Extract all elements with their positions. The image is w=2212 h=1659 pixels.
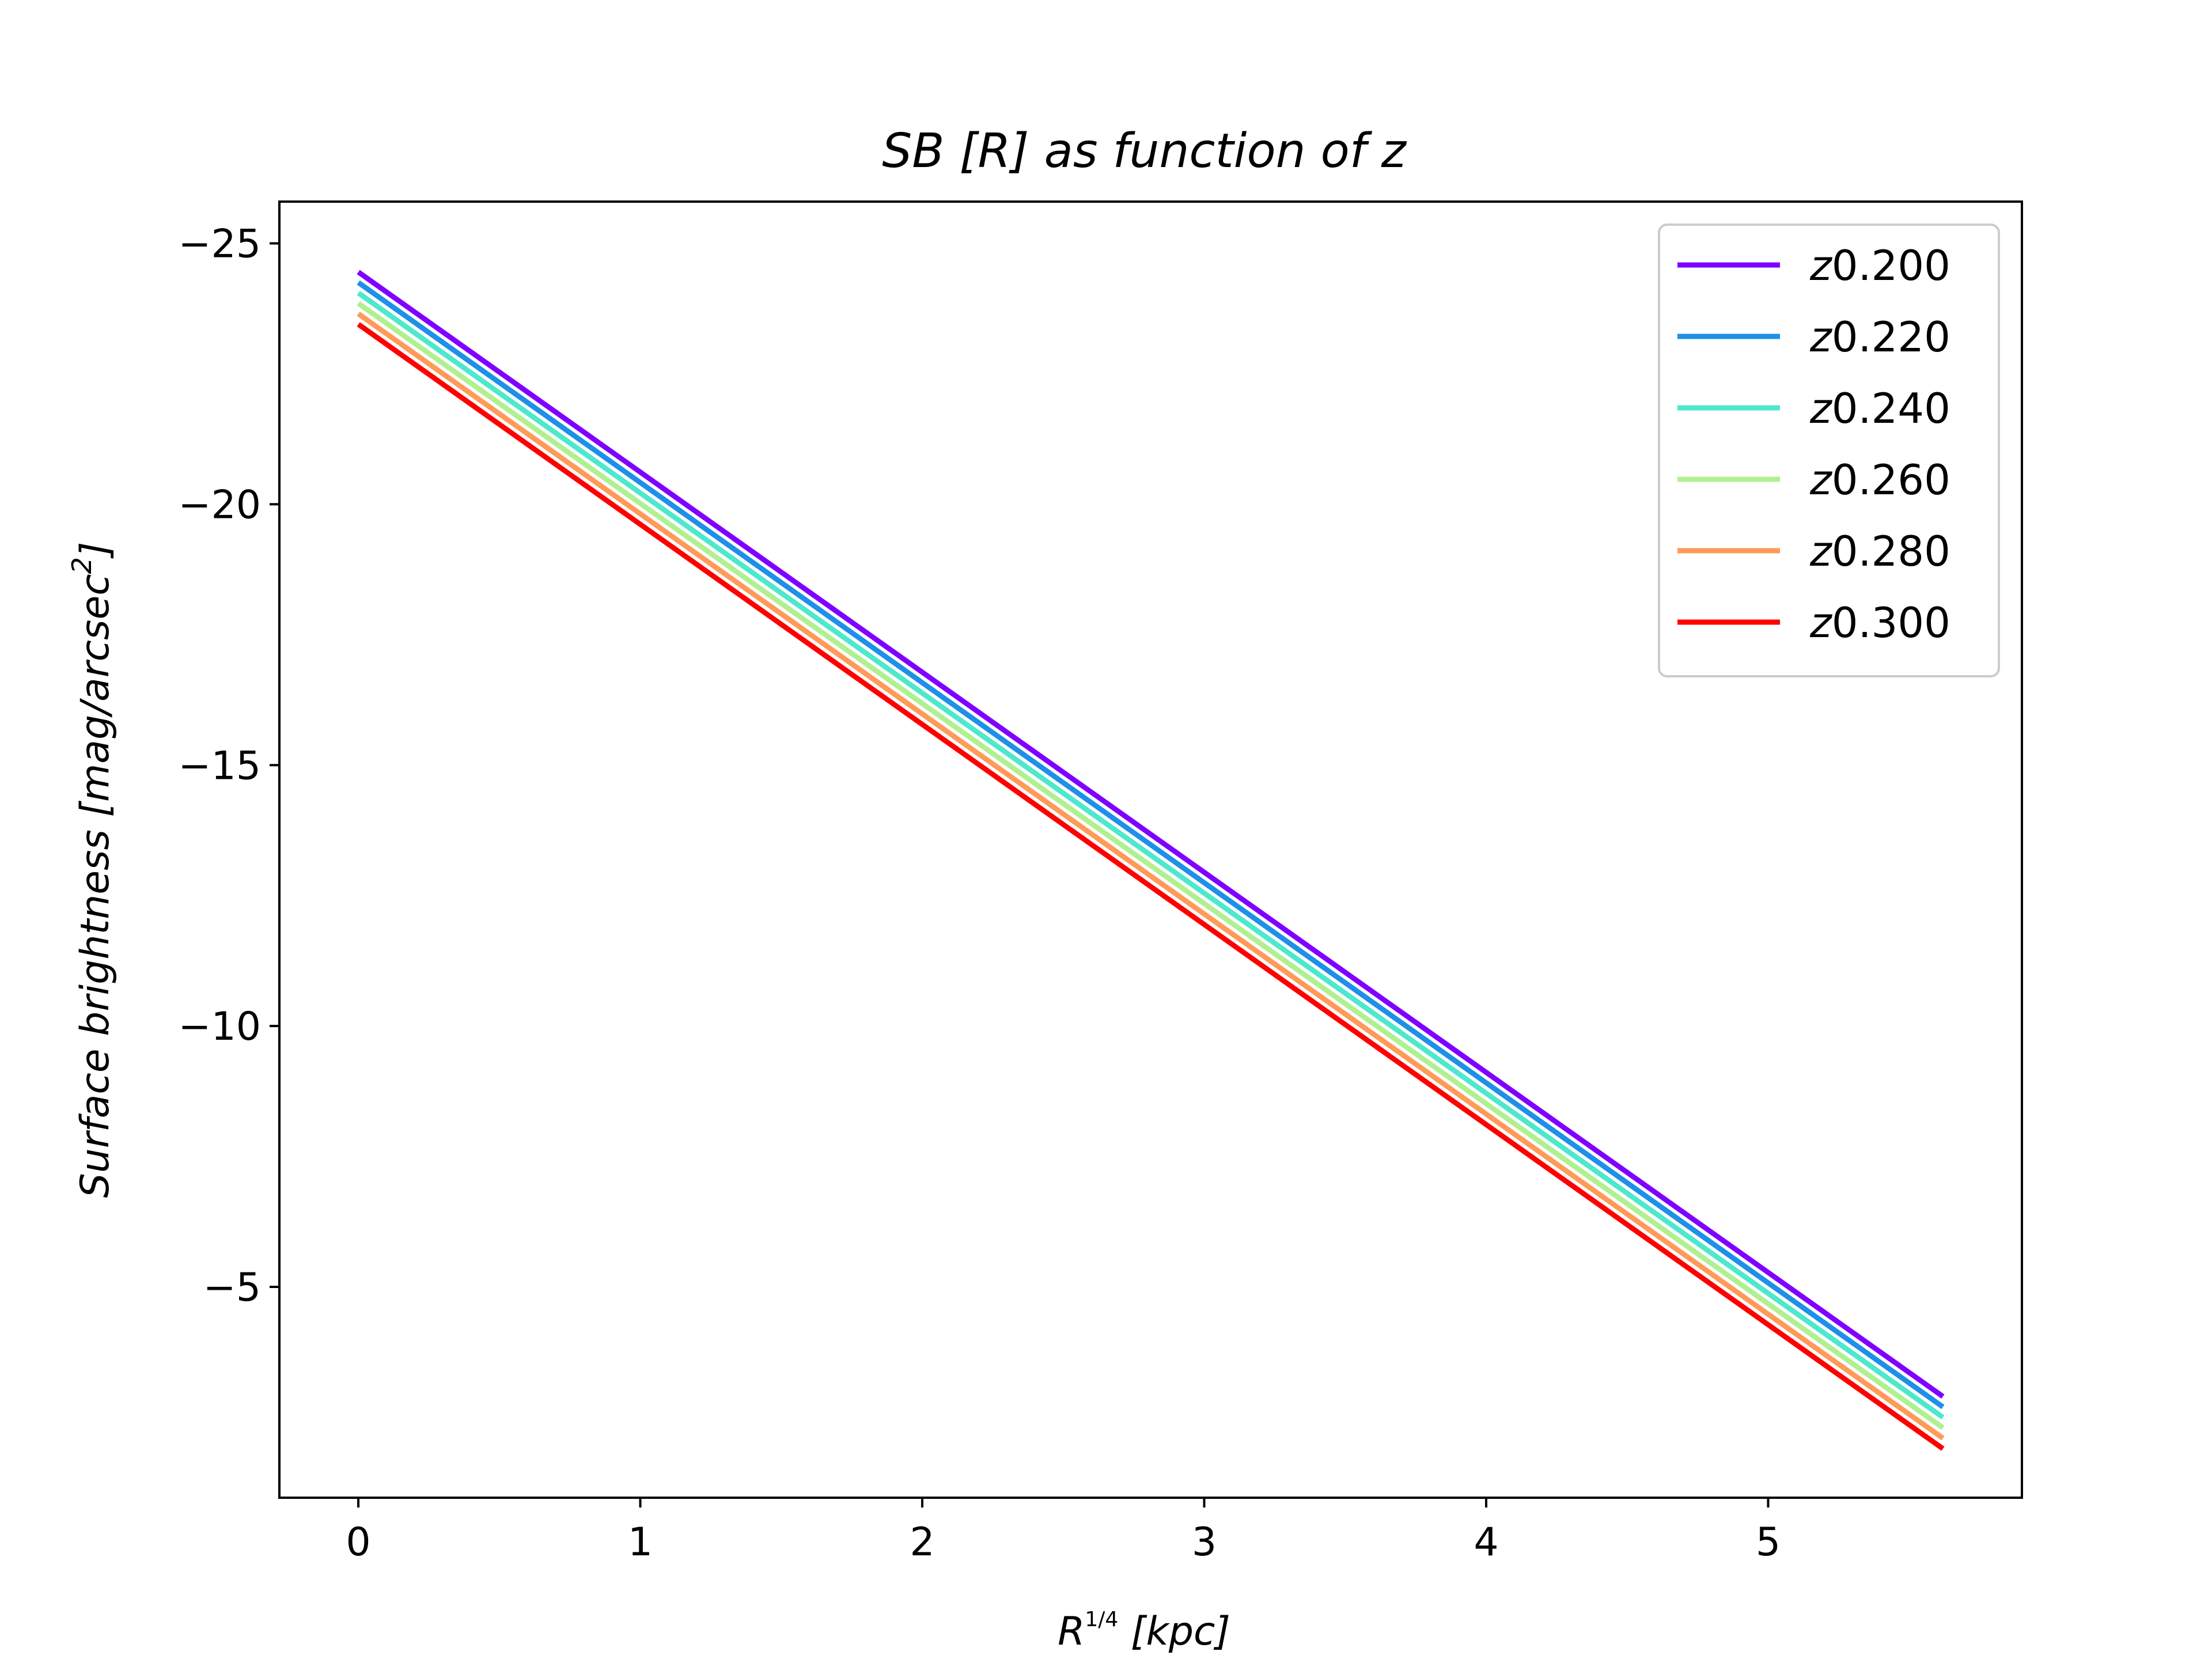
legend-label-variable: z — [1809, 241, 1833, 290]
legend-label-value: 0.240 — [1832, 384, 1950, 433]
y-axis-label-superscript: 2 — [66, 557, 97, 574]
x-axis-label: R1/4 [kpc] — [1058, 1608, 1230, 1654]
x-tick-label: 5 — [1756, 1520, 1781, 1565]
legend-label-value: 0.200 — [1832, 241, 1950, 290]
legend-label-0.220: z0.220 — [1809, 313, 1950, 361]
series-line-0.220 — [357, 280, 1945, 1410]
x-axis-label-base: R — [1058, 1609, 1085, 1654]
x-tick-label: 4 — [1474, 1520, 1498, 1565]
x-axis-label-exponent-numerator: 1 — [1085, 1608, 1098, 1631]
series-line-0.260 — [357, 301, 1945, 1430]
y-tick-label: −5 — [203, 1265, 261, 1310]
y-tick-label: −25 — [178, 221, 261, 267]
legend-label-variable: z — [1809, 599, 1833, 647]
legend-label-0.240: z0.240 — [1809, 384, 1950, 433]
series-line-0.240 — [357, 290, 1945, 1420]
legend-label-variable: z — [1809, 456, 1833, 504]
series-line-0.280 — [357, 312, 1945, 1441]
x-axis-label-rest: [kpc] — [1118, 1609, 1230, 1654]
legend-label-0.200: z0.200 — [1809, 241, 1950, 290]
legend-label-value: 0.300 — [1832, 599, 1950, 647]
y-axis-label-main: Surface brightness [mag/arcsec — [73, 574, 118, 1198]
x-tick-label: 2 — [910, 1520, 934, 1565]
plot-area: 0 1 2 3 4 5−25−20−15−10−5z0.200z0.220z0.240z0… — [178, 200, 2023, 1565]
series-line-0.300 — [357, 322, 1945, 1451]
x-axis-label-exponent-slash: / — [1098, 1608, 1105, 1631]
legend-label-variable: z — [1809, 313, 1833, 361]
y-tick-label: −15 — [178, 743, 261, 789]
legend-label-value: 0.220 — [1832, 313, 1950, 361]
x-tick-label: 0 — [346, 1520, 370, 1565]
axes-frame — [278, 200, 2023, 1499]
legend-label-variable: z — [1809, 384, 1833, 433]
legend-label-0.300: z0.300 — [1809, 599, 1950, 647]
y-axis-label-end: ] — [73, 542, 118, 559]
x-tick-label: 3 — [1192, 1520, 1217, 1565]
chart-title: SB [R] as function of z — [882, 124, 1407, 179]
y-tick-label: −20 — [178, 482, 261, 528]
x-axis-label-exponent-denominator: 4 — [1105, 1608, 1118, 1631]
legend-label-variable: z — [1809, 527, 1833, 575]
x-tick-label: 1 — [628, 1520, 653, 1565]
legend-label-value: 0.260 — [1832, 456, 1950, 504]
y-axis-label: Surface brightness [mag/arcsec2] — [66, 542, 118, 1198]
legend-label-0.260: z0.260 — [1809, 456, 1950, 504]
y-tick-label: −10 — [178, 1004, 261, 1050]
legend-label-0.280: z0.280 — [1809, 527, 1950, 575]
series-line-0.200 — [357, 270, 1945, 1399]
legend-label-value: 0.280 — [1832, 527, 1950, 575]
